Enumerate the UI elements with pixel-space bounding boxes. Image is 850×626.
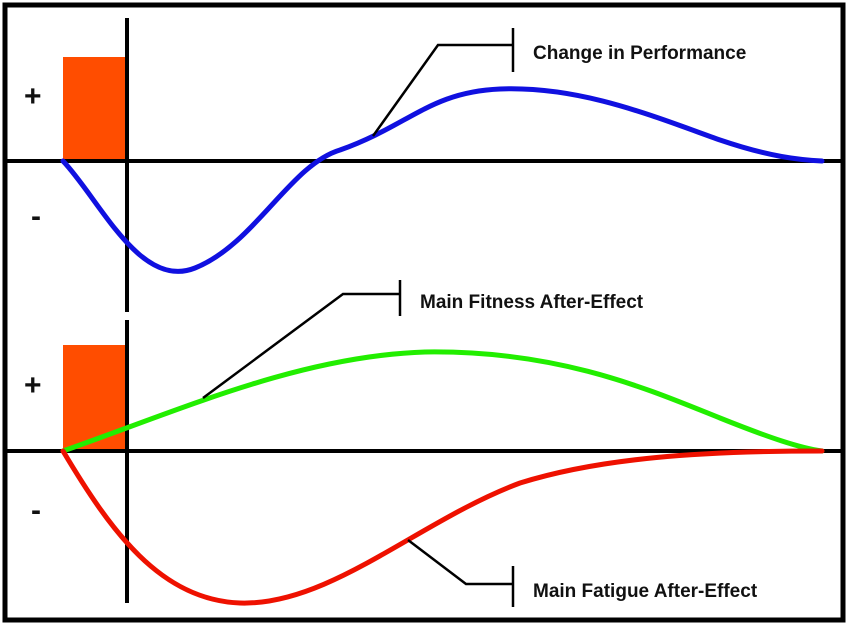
performance-label: Change in Performance [533,43,746,64]
fitness-leader-line [202,292,400,400]
top-minus-sign: - [31,200,41,233]
top-stimulus-bar [63,57,127,161]
top-plus-sign: + [24,80,42,113]
fitness-label: Main Fitness After-Effect [420,292,644,313]
bottom-stimulus-bar [63,345,127,451]
bottom-plus-sign: + [24,369,42,402]
fatigue-curve [60,448,825,606]
fitness-curve [60,349,825,454]
performance-curve [60,86,825,274]
bottom-minus-sign: - [31,494,41,527]
performance-leader-line [371,43,513,137]
fatigue-leader-line [407,539,513,586]
fatigue-label: Main Fatigue After-Effect [533,581,758,602]
